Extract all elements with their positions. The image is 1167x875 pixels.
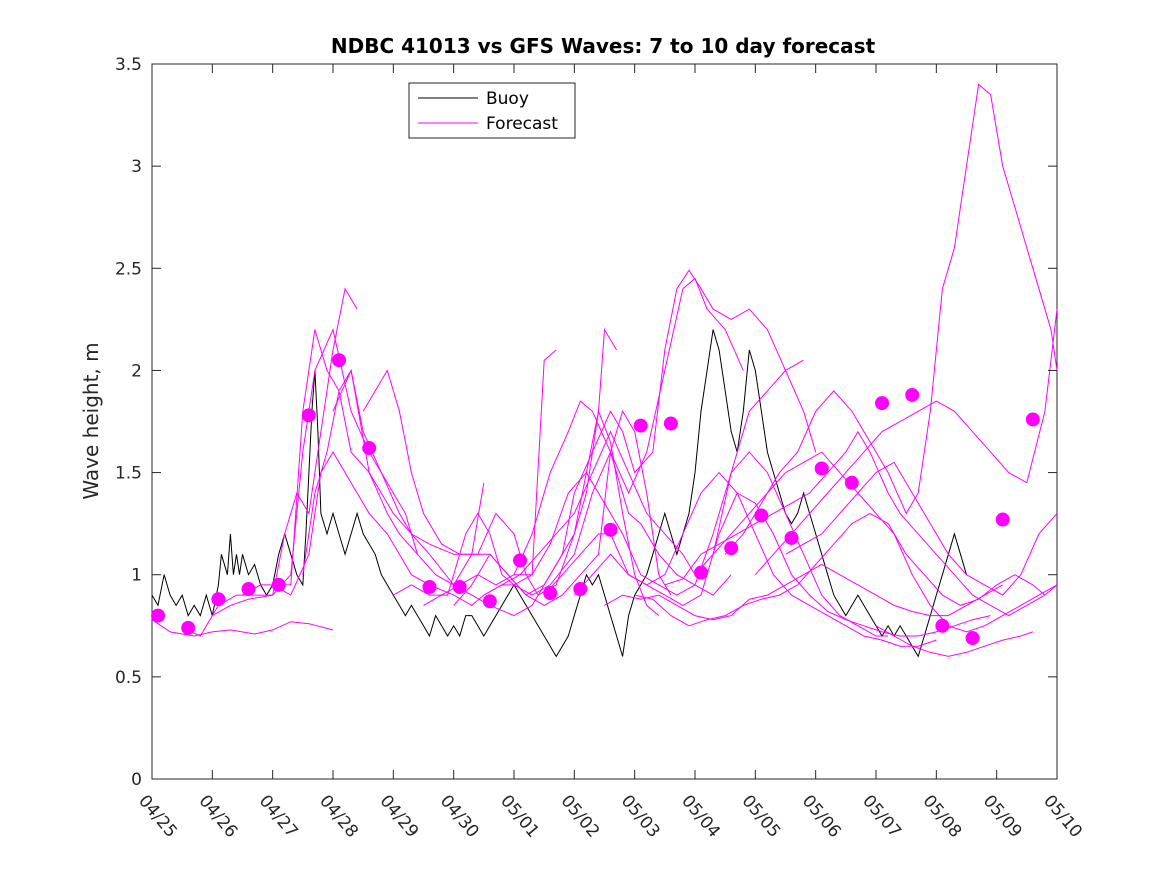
forecast-marker-27 — [965, 631, 980, 646]
forecast-series-line-15 — [573, 492, 991, 637]
y-tick-label-2.5: 2.5 — [115, 259, 142, 279]
y-tick-label-2: 2 — [131, 361, 142, 381]
y-tick-label-3.5: 3.5 — [115, 55, 142, 75]
x-tick-label-04/28: 04/28 — [315, 791, 362, 841]
legend-label-buoy: Buoy — [486, 89, 529, 109]
y-tick-label-0: 0 — [131, 770, 142, 790]
forecast-series-line-17 — [634, 512, 1046, 627]
forecast-series-line-22 — [785, 461, 1058, 596]
buoy-series-line — [151, 329, 967, 658]
forecast-marker-21 — [784, 530, 799, 545]
forecast-series-line-10 — [423, 277, 744, 606]
forecast-series-line-9 — [393, 450, 732, 596]
forecast-marker-2 — [181, 620, 196, 635]
forecast-marker-14 — [573, 582, 588, 597]
forecast-marker-26 — [935, 618, 950, 633]
chart-title: NDBC 41013 vs GFS Waves: 7 to 10 day for… — [331, 34, 876, 58]
forecast-marker-19 — [724, 541, 739, 556]
x-tick-label-05/02: 05/02 — [557, 791, 604, 841]
forecast-series-line-13 — [514, 451, 889, 637]
legend-label-forecast: Forecast — [486, 114, 558, 134]
forecast-marker-3 — [211, 592, 226, 607]
forecast-marker-25 — [905, 387, 920, 402]
forecast-marker-22 — [814, 461, 829, 476]
x-tick-label-05/01: 05/01 — [496, 791, 543, 841]
forecast-marker-17 — [663, 416, 678, 431]
x-tick-label-05/08: 05/08 — [919, 791, 966, 841]
forecast-marker-24 — [875, 396, 890, 411]
forecast-marker-11 — [482, 594, 497, 609]
forecast-marker-29 — [1025, 412, 1040, 427]
x-tick-label-04/30: 04/30 — [436, 791, 483, 841]
forecast-series-line-5 — [272, 349, 557, 607]
x-tick-label-04/26: 04/26 — [195, 791, 242, 841]
forecast-series-line-11 — [453, 269, 817, 606]
forecast-series-line-16 — [604, 563, 1003, 621]
forecast-marker-8 — [362, 441, 377, 456]
forecast-marker-1 — [151, 608, 166, 623]
forecast-marker-13 — [543, 586, 558, 601]
forecast-marker-4 — [241, 582, 256, 597]
forecast-marker-23 — [844, 475, 859, 490]
forecast-marker-15 — [603, 522, 618, 537]
y-tick-label-1.5: 1.5 — [115, 464, 142, 484]
y-axis-label: Wave height, m — [79, 342, 103, 499]
x-tick-label-04/29: 04/29 — [376, 791, 423, 841]
forecast-marker-7 — [332, 353, 347, 368]
x-tick-label-05/07: 05/07 — [858, 791, 905, 841]
forecast-marker-6 — [301, 408, 316, 423]
forecast-series-line-12 — [483, 359, 804, 596]
x-tick-label-05/06: 05/06 — [798, 791, 845, 841]
forecast-series-line-18 — [664, 430, 1058, 617]
plot-area: 04/25 04/26 04/27 04/28 04/29 04/30 05/01 05/02… — [115, 55, 1086, 842]
x-tick-label-05/04: 05/04 — [677, 791, 724, 841]
x-tick-label-05/05: 05/05 — [738, 791, 785, 841]
forecast-series-line-20 — [724, 83, 1058, 555]
x-tick-label-04/25: 04/25 — [134, 791, 181, 841]
x-tick-label-05/09: 05/09 — [979, 791, 1026, 841]
x-tick-label-05/10: 05/10 — [1039, 791, 1086, 841]
forecast-series-line-1 — [151, 619, 334, 637]
forecast-marker-28 — [995, 512, 1010, 527]
y-tick-label-0.5: 0.5 — [115, 668, 142, 688]
forecast-marker-16 — [633, 418, 648, 433]
forecast-series-line-23 — [875, 625, 1034, 657]
legend: Buoy Forecast — [408, 82, 576, 139]
y-tick-label-3: 3 — [131, 157, 142, 177]
forecast-marker-10 — [452, 579, 467, 594]
legend-box — [408, 82, 576, 139]
x-tick-label-04/27: 04/27 — [255, 791, 302, 841]
axes-box — [151, 63, 1058, 780]
forecast-marker-12 — [513, 553, 528, 568]
forecast-marker-20 — [754, 508, 769, 523]
forecast-marker-9 — [422, 579, 437, 594]
forecast-series-line-21 — [754, 309, 1058, 576]
x-tick-label-05/03: 05/03 — [617, 791, 664, 841]
forecast-marker-5 — [271, 577, 286, 592]
forecast-series-line-19 — [694, 451, 1058, 633]
forecast-marker-18 — [694, 565, 709, 580]
forecast-series-line-3 — [212, 328, 418, 617]
y-tick-label-1: 1 — [131, 566, 142, 586]
